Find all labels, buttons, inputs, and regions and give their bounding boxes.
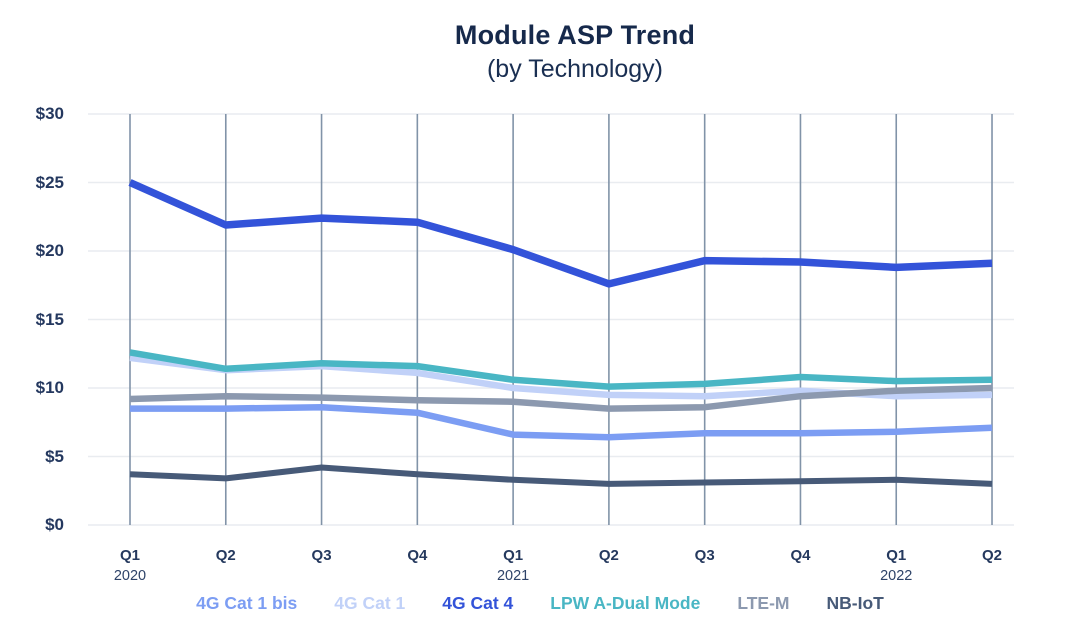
y-axis-tick-label: $0 [45,515,64,534]
y-axis-tick-label: $20 [35,241,64,260]
x-axis-tick-label: Q4 [790,547,811,564]
chart-subtitle: (by Technology) [486,54,664,83]
x-axis-tick-label: Q3 [694,547,715,564]
legend-item-nb-iot: NB-IoT [826,593,884,613]
x-axis-year-label: 2022 [880,568,913,584]
x-axis-tick-label: Q2 [598,547,619,564]
legend-item-lpw-a-dual-mode: LPW A-Dual Mode [550,593,701,613]
legend-item-4g-cat-1: 4G Cat 1 [334,593,406,613]
legend-item-4g-cat-1-bis: 4G Cat 1 bis [196,593,298,613]
x-axis-year-label: 2021 [496,568,530,584]
series-line-nb-iot [129,464,993,487]
y-axis-tick-label: $5 [45,446,64,466]
x-axis-tick-label: Q3 [311,547,332,564]
y-axis-tick-label: $10 [35,378,64,397]
chart-title: Module ASP Trend [454,20,696,50]
x-axis-year-label: 2020 [113,568,147,584]
series-line-4g-cat-4 [128,179,993,288]
series-line-4g-cat-1-bis [130,403,993,441]
x-axis-tick-label: Q1 [886,547,907,564]
series-line-lpw-a-dual-mode [129,349,993,390]
chart-header: Module ASP Trend (by Technology) [0,18,1080,85]
chart-legend: 4G Cat 1 bis 4G Cat 1 4G Cat 4 LPW A-Dual M… [0,593,1080,614]
legend-item-4g-cat-4: 4G Cat 4 [442,593,514,613]
x-axis-tick-label: Q1 [119,547,141,564]
y-axis-tick-label: $30 [35,104,64,123]
x-axis-tick-label: Q1 [503,547,524,564]
series-line-lte-m [129,384,993,412]
legend-item-lte-m: LTE-M [737,593,790,613]
x-axis-tick-label: Q4 [407,547,428,564]
y-axis-tick-label: $15 [35,309,64,329]
x-axis-tick-label: Q2 [215,547,236,564]
y-axis-tick-label: $25 [35,172,64,192]
x-axis-tick-label: Q2 [982,547,1003,564]
